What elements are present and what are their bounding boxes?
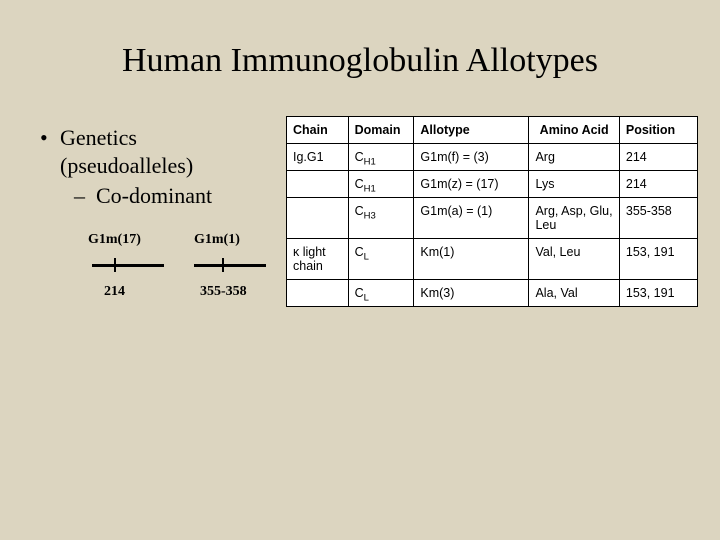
col-amino: Amino Acid [529,117,619,144]
diagram-right-label: G1m(1) [194,232,240,248]
bullet-dot: • [40,124,60,152]
diagram-segment-2 [194,264,266,267]
cell-domain: CH1 [348,144,414,171]
cell-amino: Val, Leu [529,239,619,280]
bullet-text-1: Genetics [60,124,137,152]
cell-chain: κ light chain [287,239,349,280]
table-row: CH3G1m(a) = (1)Arg, Asp, Glu, Leu355-358 [287,198,698,239]
table-row: CH1G1m(z) = (17)Lys214 [287,171,698,198]
col-allotype: Allotype [414,117,529,144]
col-domain: Domain [348,117,414,144]
col-position: Position [619,117,697,144]
cell-amino: Lys [529,171,619,198]
cell-amino: Arg, Asp, Glu, Leu [529,198,619,239]
diagram-left-label: G1m(17) [88,232,141,248]
bullet-text-3: Co-dominant [96,182,212,210]
table-row: Ig.G1CH1G1m(f) = (3)Arg214 [287,144,698,171]
cell-chain [287,280,349,307]
diagram-tick-1 [114,258,116,272]
cell-position: 153, 191 [619,280,697,307]
diagram-tick-2 [222,258,224,272]
diagram-segment-1 [92,264,164,267]
cell-allotype: G1m(f) = (3) [414,144,529,171]
cell-domain: CL [348,239,414,280]
cell-domain: CH3 [348,198,414,239]
col-chain: Chain [287,117,349,144]
allele-diagram: G1m(17) G1m(1) 214 355-358 [44,228,274,308]
table-row: CLKm(3)Ala, Val153, 191 [287,280,698,307]
cell-chain [287,198,349,239]
bullet-level1: • Genetics [40,124,212,152]
cell-allotype: Km(3) [414,280,529,307]
cell-domain: CL [348,280,414,307]
cell-allotype: Km(1) [414,239,529,280]
slide-title: Human Immunoglobulin Allotypes [0,42,720,80]
cell-allotype: G1m(z) = (17) [414,171,529,198]
cell-position: 214 [619,171,697,198]
cell-chain [287,171,349,198]
bullet-list: • Genetics (pseudoalleles) – Co-dominant [40,124,212,210]
allotype-table: Chain Domain Allotype Amino Acid Positio… [286,116,698,307]
diagram-right-value: 355-358 [200,284,247,300]
cell-amino: Ala, Val [529,280,619,307]
cell-position: 355-358 [619,198,697,239]
table-header-row: Chain Domain Allotype Amino Acid Positio… [287,117,698,144]
cell-domain: CH1 [348,171,414,198]
cell-position: 214 [619,144,697,171]
bullet-level2: – Co-dominant [40,182,212,210]
cell-chain: Ig.G1 [287,144,349,171]
diagram-left-value: 214 [104,284,125,300]
cell-position: 153, 191 [619,239,697,280]
cell-amino: Arg [529,144,619,171]
bullet-dash: – [74,182,96,210]
allotype-table-container: Chain Domain Allotype Amino Acid Positio… [286,116,698,307]
table-row: κ light chainCLKm(1)Val, Leu153, 191 [287,239,698,280]
cell-allotype: G1m(a) = (1) [414,198,529,239]
bullet-text-2: (pseudoalleles) [40,152,212,180]
